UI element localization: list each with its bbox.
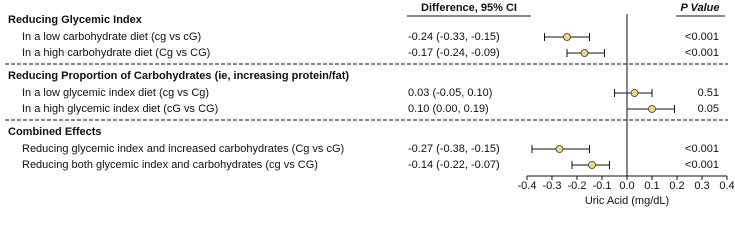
p-value: 0.51	[698, 87, 719, 99]
point-estimate	[580, 49, 589, 57]
row-label: In a high glycemic index diet (cG vs CG)	[22, 103, 218, 115]
p-value: 0.05	[698, 103, 719, 115]
ci-label: 0.10 (0.00, 0.19)	[408, 103, 489, 115]
x-tick-label: 0.0	[619, 180, 634, 192]
ci-label: 0.03 (-0.05, 0.10)	[408, 87, 492, 99]
point-estimate	[555, 145, 564, 153]
section-title: Reducing Glycemic Index	[8, 14, 143, 26]
forest-plot: Difference, 95% CI P Value Reducing Glyc…	[5, 2, 735, 207]
x-tick-label: 0.2	[669, 180, 684, 192]
x-tick-label: -0.3	[543, 180, 562, 192]
row-label: Reducing both glycemic index and carbohy…	[22, 159, 318, 171]
x-tick-label: 0.3	[694, 180, 709, 192]
p-value: <0.001	[685, 31, 719, 43]
x-tick-label: 0.1	[644, 180, 659, 192]
row-label: Reducing glycemic index and increased ca…	[22, 143, 344, 155]
p-value: <0.001	[685, 143, 719, 155]
x-tick-label: -0.4	[518, 180, 537, 192]
ci-label: -0.24 (-0.33, -0.15)	[408, 31, 500, 43]
section-title: Reducing Proportion of Carbohydrates (ie…	[8, 70, 349, 82]
point-estimate	[588, 161, 596, 169]
x-tick-label: -0.2	[568, 180, 587, 192]
row-label: In a low glycemic index diet (cg vs Cg)	[22, 87, 209, 99]
x-tick-label: 0.4	[719, 180, 734, 192]
ci-label: -0.27 (-0.38, -0.15)	[408, 143, 500, 155]
point-estimate	[648, 105, 656, 113]
point-estimate	[630, 89, 639, 97]
row-label: In a high carbohydrate diet (Cg vs CG)	[22, 47, 210, 59]
x-axis-label: Uric Acid (mg/dL)	[585, 195, 669, 207]
p-header: P Value	[681, 2, 720, 14]
point-estimate	[563, 33, 571, 41]
p-value: <0.001	[685, 47, 719, 59]
section-title: Combined Effects	[8, 126, 102, 138]
p-value: <0.001	[685, 159, 719, 171]
ci-header: Difference, 95% CI	[421, 2, 517, 14]
ci-label: -0.14 (-0.22, -0.07)	[408, 159, 500, 171]
ci-label: -0.17 (-0.24, -0.09)	[408, 47, 500, 59]
x-tick-label: -0.1	[593, 180, 612, 192]
row-label: In a low carbohydrate diet (cg vs cG)	[22, 31, 201, 43]
